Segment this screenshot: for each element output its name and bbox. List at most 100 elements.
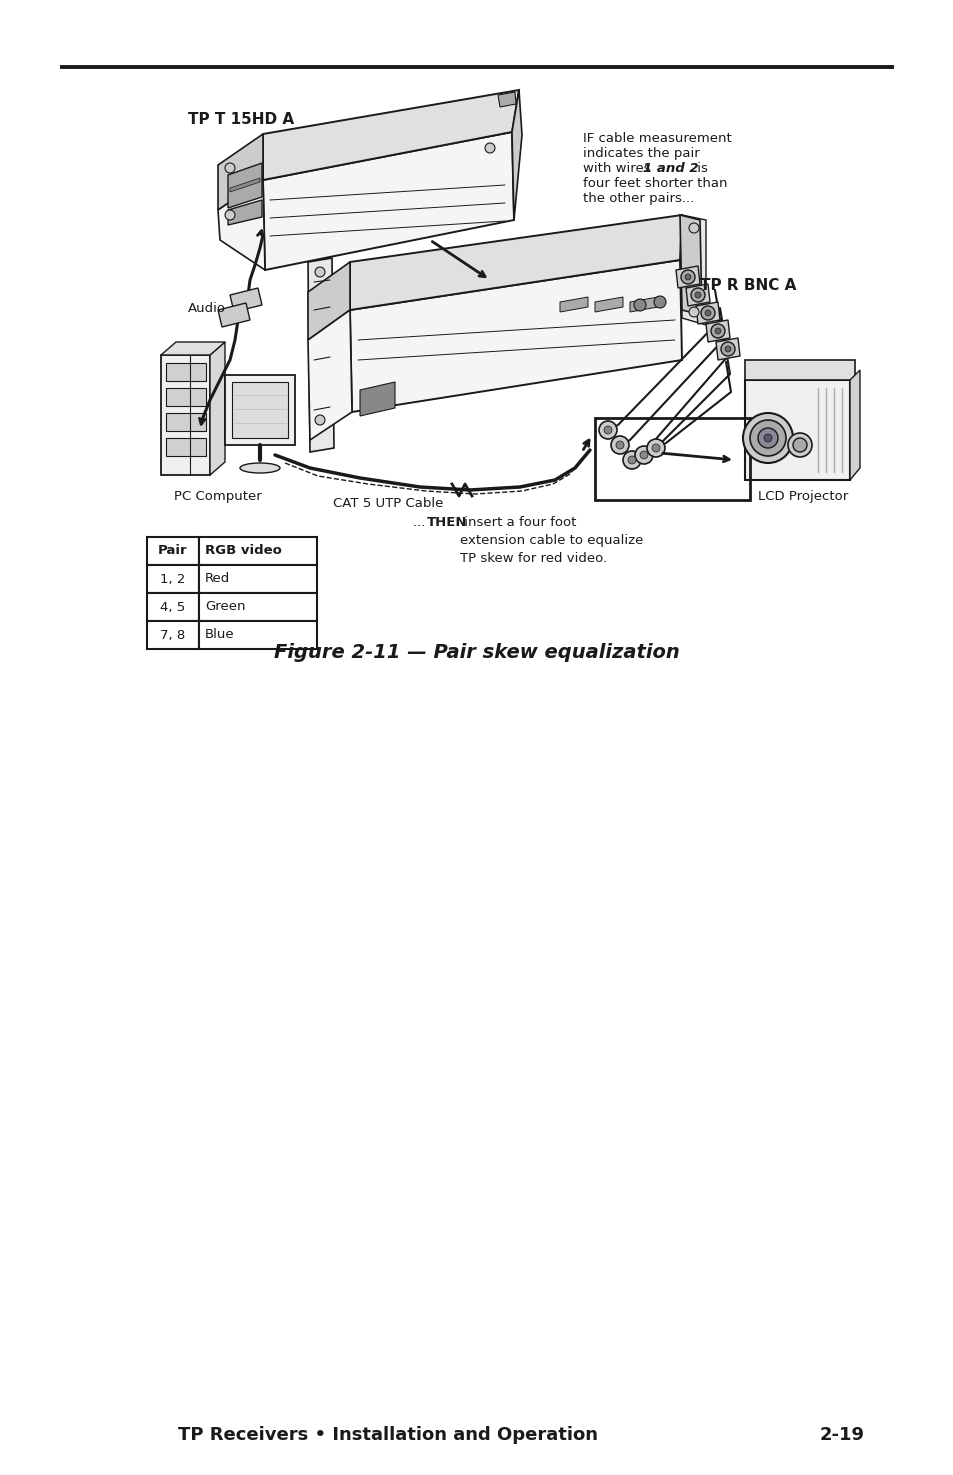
Circle shape <box>700 305 714 320</box>
Polygon shape <box>559 296 587 313</box>
Polygon shape <box>849 370 859 479</box>
Polygon shape <box>350 260 681 412</box>
Polygon shape <box>676 266 700 288</box>
Bar <box>147 593 199 621</box>
Text: ...: ... <box>413 516 429 530</box>
Polygon shape <box>230 288 262 313</box>
Text: CAT 5 UTP Cable: CAT 5 UTP Cable <box>333 497 443 510</box>
Circle shape <box>634 299 645 311</box>
Polygon shape <box>595 296 622 313</box>
Circle shape <box>690 288 704 302</box>
Polygon shape <box>359 382 395 416</box>
Circle shape <box>314 267 325 277</box>
Circle shape <box>635 445 652 465</box>
Circle shape <box>639 451 647 459</box>
Polygon shape <box>228 201 262 226</box>
Polygon shape <box>228 164 262 208</box>
Text: Blue: Blue <box>205 628 234 642</box>
Text: 7, 8: 7, 8 <box>160 628 186 642</box>
Bar <box>199 593 316 621</box>
Text: indicates the pair: indicates the pair <box>582 148 699 159</box>
Circle shape <box>724 347 730 353</box>
Polygon shape <box>744 360 854 381</box>
Circle shape <box>763 434 771 442</box>
Polygon shape <box>308 310 352 440</box>
Circle shape <box>651 444 659 451</box>
Circle shape <box>758 428 778 448</box>
Bar <box>147 565 199 593</box>
Text: IF cable measurement: IF cable measurement <box>582 131 731 145</box>
Circle shape <box>610 437 628 454</box>
Polygon shape <box>685 285 709 305</box>
Text: with wires: with wires <box>582 162 654 176</box>
Circle shape <box>627 456 636 465</box>
Polygon shape <box>218 134 263 209</box>
Polygon shape <box>497 91 516 108</box>
Text: insert a four foot
extension cable to equalize
TP skew for red video.: insert a four foot extension cable to eq… <box>459 516 642 565</box>
Polygon shape <box>166 413 206 431</box>
Circle shape <box>710 324 724 338</box>
Text: TP R BNC A: TP R BNC A <box>700 277 796 292</box>
Polygon shape <box>716 338 740 360</box>
Text: Audio: Audio <box>188 301 226 314</box>
Polygon shape <box>308 258 334 451</box>
Circle shape <box>787 434 811 457</box>
Circle shape <box>225 209 234 220</box>
Text: Green: Green <box>205 600 245 614</box>
Polygon shape <box>696 302 720 324</box>
Circle shape <box>314 414 325 425</box>
Circle shape <box>484 143 495 153</box>
Polygon shape <box>512 90 521 220</box>
Polygon shape <box>744 381 849 479</box>
Ellipse shape <box>240 463 280 473</box>
Text: Red: Red <box>205 572 230 586</box>
Circle shape <box>688 307 699 317</box>
Text: THEN: THEN <box>427 516 467 530</box>
Polygon shape <box>232 382 288 438</box>
Text: TP Receivers • Installation and Operation: TP Receivers • Installation and Operatio… <box>178 1426 598 1444</box>
Polygon shape <box>679 215 701 316</box>
Polygon shape <box>218 180 265 270</box>
Text: RGB video: RGB video <box>205 544 281 558</box>
Polygon shape <box>166 363 206 381</box>
Circle shape <box>704 310 710 316</box>
Circle shape <box>688 223 699 233</box>
Bar <box>147 621 199 649</box>
Circle shape <box>720 342 734 355</box>
Bar <box>199 537 316 565</box>
Text: Figure 2-11 — Pair skew equalization: Figure 2-11 — Pair skew equalization <box>274 643 679 661</box>
Circle shape <box>598 420 617 440</box>
Circle shape <box>714 327 720 333</box>
Text: TP T 15HD A: TP T 15HD A <box>188 112 294 127</box>
Circle shape <box>646 440 664 457</box>
Polygon shape <box>350 215 681 310</box>
Polygon shape <box>681 215 705 324</box>
Bar <box>199 621 316 649</box>
Circle shape <box>742 413 792 463</box>
Text: 4, 5: 4, 5 <box>160 600 186 614</box>
Polygon shape <box>218 302 250 327</box>
Bar <box>199 565 316 593</box>
Text: the other pairs...: the other pairs... <box>582 192 694 205</box>
Polygon shape <box>263 90 518 180</box>
Polygon shape <box>166 438 206 456</box>
Polygon shape <box>230 178 260 192</box>
Text: is: is <box>692 162 707 176</box>
Text: 2-19: 2-19 <box>820 1426 864 1444</box>
Bar <box>147 537 199 565</box>
Polygon shape <box>705 320 729 342</box>
Polygon shape <box>161 355 210 475</box>
Text: PC Computer: PC Computer <box>174 490 262 503</box>
Polygon shape <box>225 375 294 445</box>
Polygon shape <box>308 263 350 341</box>
Circle shape <box>622 451 640 469</box>
Polygon shape <box>161 342 225 355</box>
Circle shape <box>684 274 690 280</box>
Circle shape <box>225 164 234 173</box>
Polygon shape <box>629 296 658 313</box>
Text: LCD Projector: LCD Projector <box>757 490 847 503</box>
Text: 1, 2: 1, 2 <box>160 572 186 586</box>
Text: 1 and 2: 1 and 2 <box>642 162 698 176</box>
Text: Pair: Pair <box>158 544 188 558</box>
Circle shape <box>749 420 785 456</box>
